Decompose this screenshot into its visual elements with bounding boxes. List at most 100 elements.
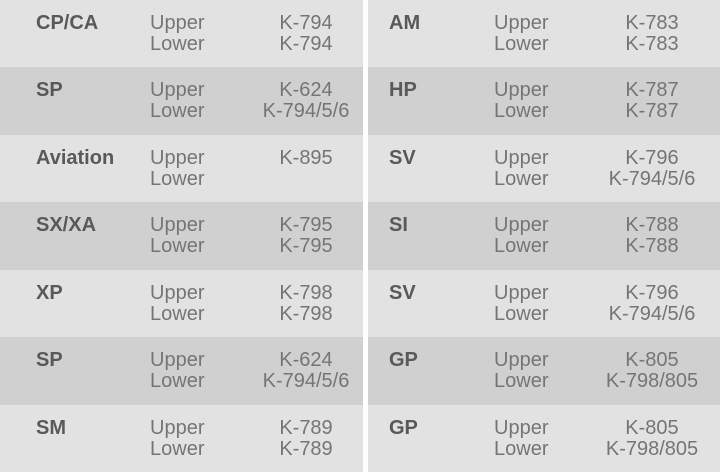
lower-label: Lower — [150, 302, 205, 325]
position-column: Upper Lower — [150, 350, 204, 392]
upper-value: K-805 — [625, 349, 679, 372]
value-column: K-783 K-783 — [625, 13, 678, 55]
position-column: Upper Lower — [494, 281, 549, 325]
row-label: SV — [389, 281, 416, 304]
table-column-right: AM Upper Lower K-783 K-783 HP Upper Lowe… — [368, 0, 720, 472]
row-label: XP — [36, 281, 63, 304]
upper-value: K-805 — [625, 416, 679, 439]
table-row: SV Upper Lower K-796 K-794/5/6 — [368, 134, 720, 203]
value-column: K-796 K-794/5/6 — [608, 281, 696, 325]
lower-label: Lower — [494, 437, 549, 460]
value-column: K-789 K-789 — [279, 416, 333, 460]
upper-label: Upper — [494, 416, 549, 439]
position-column: Upper Lower — [150, 146, 205, 190]
row-label: CP/CA — [36, 12, 99, 34]
upper-label: Upper — [494, 281, 549, 304]
lower-value: K-783 — [625, 33, 679, 55]
upper-label: Upper — [494, 349, 549, 372]
upper-value: K-795 — [279, 214, 333, 237]
table-row: Aviation Upper Lower K-895 — [0, 134, 363, 203]
upper-value: K-796 — [625, 281, 679, 304]
lower-value: K-794 — [279, 33, 333, 55]
lower-value: K-789 — [279, 437, 333, 460]
position-column: Upper Lower — [494, 146, 549, 190]
lower-label: Lower — [150, 235, 205, 258]
table-row: CP/CA Upper Lower K-794 K-794 — [0, 0, 363, 68]
lower-value — [279, 169, 332, 190]
position-column: Upper Lower — [150, 416, 205, 460]
value-column: K-787 K-787 — [625, 80, 678, 122]
lower-value: K-794/5/6 — [608, 167, 696, 190]
row-label: SI — [389, 214, 408, 237]
lower-label: Lower — [150, 437, 205, 460]
position-column: Upper Lower — [150, 80, 204, 122]
lower-value: K-798/805 — [605, 370, 699, 393]
lower-label: Lower — [150, 33, 205, 55]
lower-value: K-794/5/6 — [608, 302, 696, 325]
row-label: SX/XA — [36, 214, 97, 237]
upper-label: Upper — [150, 12, 205, 34]
upper-value: K-783 — [625, 12, 679, 34]
table-row: GP Upper Lower K-805 K-798/805 — [368, 337, 720, 405]
table-row: SP Upper Lower K-624 K-794/5/6 — [0, 337, 363, 405]
upper-label: Upper — [494, 146, 549, 169]
lower-value: K-794/5/6 — [262, 370, 350, 393]
table-row: SM Upper Lower K-789 K-789 — [0, 404, 363, 472]
upper-value: K-624 — [279, 79, 333, 102]
position-column: Upper Lower — [494, 13, 548, 55]
lower-value: K-795 — [279, 235, 333, 258]
upper-value: K-794 — [279, 12, 333, 34]
value-column: K-624 K-794/5/6 — [263, 80, 350, 122]
value-column: K-624 K-794/5/6 — [263, 350, 350, 392]
upper-label: Upper — [150, 214, 205, 237]
lower-label: Lower — [150, 370, 205, 393]
lower-label: Lower — [150, 100, 205, 123]
lower-label: Lower — [494, 100, 549, 123]
upper-value: K-789 — [279, 416, 333, 439]
upper-label: Upper — [150, 281, 205, 304]
lower-label: Lower — [494, 302, 549, 325]
table-row: SV Upper Lower K-796 K-794/5/6 — [368, 269, 720, 338]
row-label: AM — [389, 12, 421, 34]
table-column-left: CP/CA Upper Lower K-794 K-794 SP Upper L… — [0, 0, 363, 472]
table-row: SI Upper Lower K-788 K-788 — [368, 202, 720, 270]
row-label: GP — [389, 416, 418, 439]
upper-value: K-798 — [279, 281, 333, 304]
upper-label: Upper — [150, 146, 205, 169]
upper-label: Upper — [494, 12, 549, 34]
upper-label: Upper — [150, 416, 205, 439]
table-row: XP Upper Lower K-798 K-798 — [0, 269, 363, 338]
lower-label: Lower — [494, 235, 549, 258]
position-column: Upper Lower — [150, 215, 204, 257]
row-label: SP — [36, 79, 63, 102]
lower-label: Lower — [494, 167, 549, 190]
row-label: SM — [36, 416, 66, 439]
position-column: Upper Lower — [150, 281, 205, 325]
value-column: K-805 K-798/805 — [605, 416, 699, 460]
lower-label: Lower — [150, 167, 205, 190]
position-column: Upper Lower — [150, 13, 204, 55]
row-label: Aviation — [36, 146, 115, 169]
position-column: Upper Lower — [494, 350, 548, 392]
upper-label: Upper — [494, 79, 549, 102]
value-column: K-805 K-798/805 — [606, 350, 698, 392]
row-label: SV — [389, 146, 416, 169]
row-label: GP — [389, 349, 418, 372]
position-column: Upper Lower — [494, 215, 548, 257]
upper-value: K-787 — [625, 79, 679, 102]
value-column: K-788 K-788 — [625, 215, 678, 257]
value-column: K-798 K-798 — [279, 281, 333, 325]
table-row: GP Upper Lower K-805 K-798/805 — [368, 404, 720, 472]
lower-value: K-798/805 — [605, 437, 699, 460]
lower-value: K-788 — [625, 235, 679, 258]
value-column: K-795 K-795 — [279, 215, 332, 257]
lower-label: Lower — [494, 33, 549, 55]
lower-label: Lower — [494, 370, 549, 393]
upper-value: K-788 — [625, 214, 679, 237]
table-row: SX/XA Upper Lower K-795 K-795 — [0, 202, 363, 270]
value-column: K-794 K-794 — [279, 13, 332, 55]
upper-label: Upper — [494, 214, 549, 237]
upper-value: K-895 — [279, 146, 333, 169]
row-label: HP — [389, 79, 417, 102]
